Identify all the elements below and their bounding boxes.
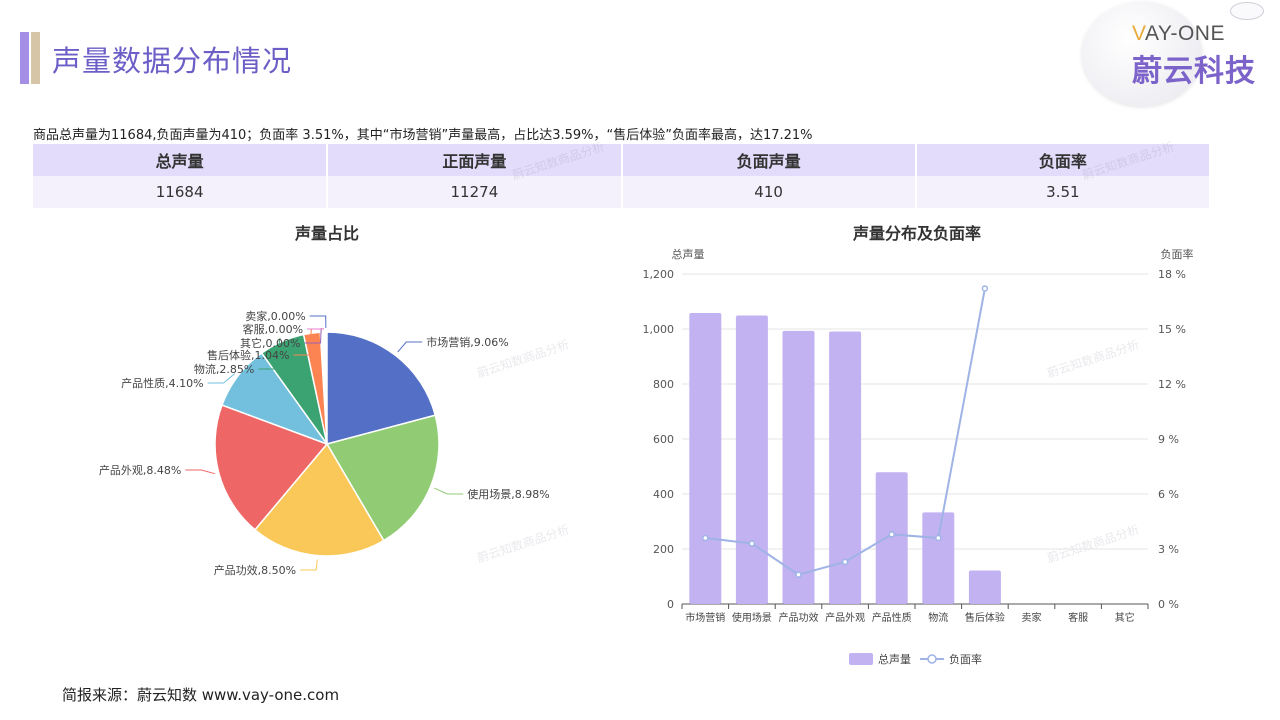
right-axis-tick-label: 9 % [1158, 433, 1179, 446]
legend-line-label: 负面率 [949, 652, 982, 666]
pie-leader-line [434, 487, 464, 495]
left-axis-tick-label: 0 [667, 598, 674, 611]
pie-slice-label: 其它,0.00% [240, 336, 300, 350]
stats-header-cell: 负面率 [915, 144, 1212, 176]
stats-value-cell: 11684 [33, 176, 329, 208]
logo-bubble-small [1230, 2, 1264, 20]
pie-slice [253, 442, 385, 557]
x-axis-tick-label: 客服 [1068, 611, 1088, 624]
left-axis-tick-label: 600 [653, 433, 674, 446]
stats-table: 总声量 正面声量 负面声量 负面率 11684 11274 410 3.51 [33, 144, 1212, 208]
x-axis-tick-label: 卖家 [1022, 611, 1042, 624]
logo-english-initial: V [1132, 22, 1145, 45]
pie-slice [302, 331, 328, 445]
left-axis-tick-label: 1,000 [643, 323, 675, 336]
bar [782, 330, 815, 604]
legend-bar-swatch [849, 653, 873, 665]
pie-leader-line [185, 469, 215, 475]
pie-slice-label: 物流,2.85% [194, 362, 254, 376]
left-axis-tick-label: 800 [653, 378, 674, 391]
x-axis-tick-label: 产品外观 [825, 611, 865, 624]
bar [922, 512, 955, 604]
stats-header-row: 总声量 正面声量 负面声量 负面率 [33, 144, 1212, 176]
stats-value-cell: 11274 [327, 176, 623, 208]
stats-value-cell: 410 [621, 176, 917, 208]
pie-slice [214, 404, 329, 531]
pie-leader-line [207, 373, 236, 384]
x-axis-tick-label: 使用场景 [732, 611, 772, 624]
pie-leader-line [258, 337, 281, 370]
line-point [888, 531, 895, 538]
stats-value-cell: 3.51 [915, 176, 1212, 208]
pie-slice [325, 414, 440, 542]
pie-slice-label: 市场营销,9.06% [426, 335, 508, 349]
stats-header-cell: 负面声量 [621, 144, 917, 176]
left-axis-tick-label: 400 [653, 488, 674, 501]
line-point [748, 540, 756, 547]
bar [689, 313, 722, 604]
legend-line-marker [927, 654, 937, 664]
pie-slice-label: 使用场景,8.98% [467, 487, 549, 501]
pie-slice-label: 售后体验,1.04% [207, 348, 289, 362]
pie-slice-label: 产品功效,8.50% [214, 563, 296, 577]
pie-leader-line [397, 341, 423, 353]
pie-chart-title: 声量占比 [294, 224, 359, 243]
pie-slice-label: 客服,0.00% [243, 322, 303, 336]
source-footer: 简报来源：蔚云知数 www.vay-one.com [62, 686, 340, 704]
line-point [935, 534, 942, 542]
logo-chinese: 蔚云科技 [1132, 54, 1256, 89]
right-axis-tick-label: 0 % [1158, 598, 1179, 611]
x-axis-tick-label: 市场营销 [685, 611, 725, 624]
right-axis-tick-label: 6 % [1158, 488, 1179, 501]
page-title: 声量数据分布情况 [52, 44, 293, 78]
bar [968, 570, 1001, 604]
x-axis-tick-label: 产品性质 [872, 611, 912, 624]
right-axis-tick-label: 15 % [1158, 323, 1186, 336]
bar [735, 315, 768, 604]
pie-leader-line [309, 315, 327, 329]
right-axis-title: 负面率 [1161, 247, 1194, 261]
pie-slice-label: 卖家,0.00% [245, 309, 305, 323]
right-axis-tick-label: 3 % [1158, 543, 1179, 556]
pie-leader-line [304, 328, 322, 344]
legend-bar-label: 总声量 [878, 652, 911, 666]
pie-chart: 市场营销,9.06% 使用场景,8.98% 产品功效,8.50% 产品外观,8.48%… [99, 309, 550, 577]
bar-chart-title: 声量分布及负面率 [852, 224, 981, 243]
x-axis-tick-label: 产品功效 [779, 611, 819, 624]
stats-header-cell: 正面声量 [327, 144, 623, 176]
x-axis-tick-label: 其它 [1115, 611, 1135, 624]
left-axis-tick-label: 200 [653, 543, 674, 556]
pie-slice-label: 产品外观,8.48% [99, 463, 181, 477]
logo-english: VAY-ONE [1132, 22, 1225, 46]
pie-leader-line [293, 329, 312, 356]
left-axis-tick-label: 1,200 [643, 268, 675, 281]
line-point [981, 285, 989, 292]
pie-slice [326, 331, 437, 445]
bar [829, 331, 862, 604]
pie-leader-line [300, 559, 318, 571]
logo-english-rest: AY-ONE [1144, 22, 1225, 45]
brand-logo: VAY-ONE 蔚云科技 [1080, 0, 1280, 110]
pie-leader-line [307, 327, 324, 330]
stats-header-cell: 总声量 [33, 144, 329, 176]
line-point [795, 571, 802, 578]
right-axis-tick-label: 12 % [1158, 378, 1186, 391]
summary-text: 商品总声量为11684,负面声量为410；负面率 3.51%，其中“市场营销”声… [33, 128, 813, 143]
x-axis-tick-label: 物流 [928, 611, 948, 624]
line-point [841, 558, 849, 566]
title-accent-bar [20, 32, 40, 84]
line-point [702, 534, 709, 542]
left-axis-title: 总声量 [672, 247, 705, 261]
right-axis-tick-label: 18 % [1158, 268, 1186, 281]
pie-slice-label: 产品性质,4.10% [121, 376, 203, 390]
logo-bubble [1082, 2, 1202, 106]
bar [875, 472, 908, 604]
stats-value-row: 11684 11274 410 3.51 [33, 176, 1212, 208]
x-axis-tick-label: 售后体验 [965, 611, 1005, 624]
